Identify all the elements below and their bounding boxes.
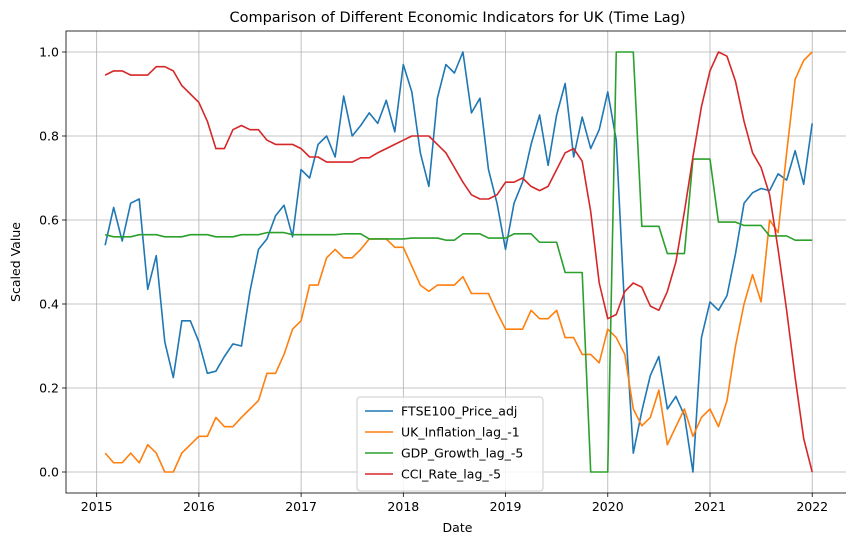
x-tick-label: 2015 bbox=[81, 499, 113, 514]
x-tick-label: 2020 bbox=[592, 499, 624, 514]
y-axis-ticks: 0.0 0.2 0.4 0.6 0.8 1.0 bbox=[39, 45, 66, 480]
legend-label: CCI_Rate_lag_-5 bbox=[401, 467, 501, 482]
legend-box bbox=[356, 396, 544, 492]
series-line-uk-inflation-lag-1 bbox=[104, 51, 813, 473]
legend-label: GDP_Growth_lag_-5 bbox=[401, 446, 523, 461]
y-tick-label: 0.0 bbox=[39, 465, 59, 480]
legend: FTSE100_Price_adj UK_Inflation_lag_-1 GDP_… bbox=[356, 396, 544, 492]
x-tick-label: 2021 bbox=[694, 499, 726, 514]
series-lines bbox=[104, 51, 813, 473]
y-axis-label: Scaled Value bbox=[8, 222, 23, 302]
y-tick-label: 0.6 bbox=[39, 213, 59, 228]
plot-frame bbox=[65, 30, 846, 494]
chart-title: Comparison of Different Economic Indicat… bbox=[229, 10, 685, 26]
series-line-cci-rate-lag-5 bbox=[104, 51, 813, 473]
x-axis-label: Date bbox=[443, 520, 473, 535]
x-axis-ticks: 2015 2016 2017 2018 2019 2020 2021 2022 bbox=[81, 493, 828, 514]
legend-label: FTSE100_Price_adj bbox=[401, 404, 517, 419]
x-tick-label: 2018 bbox=[387, 499, 419, 514]
legend-label: UK_Inflation_lag_-1 bbox=[401, 425, 520, 440]
series-line-gdp-growth-lag-5 bbox=[104, 51, 813, 473]
y-tick-label: 0.4 bbox=[39, 297, 59, 312]
x-tick-label: 2019 bbox=[490, 499, 522, 514]
y-tick-label: 0.2 bbox=[39, 381, 59, 396]
x-tick-label: 2016 bbox=[183, 499, 215, 514]
series-line-ftse100-price-adj bbox=[104, 51, 813, 473]
y-tick-label: 0.8 bbox=[39, 129, 59, 144]
y-tick-label: 1.0 bbox=[39, 45, 59, 60]
x-tick-label: 2017 bbox=[285, 499, 317, 514]
x-tick-label: 2022 bbox=[796, 499, 828, 514]
